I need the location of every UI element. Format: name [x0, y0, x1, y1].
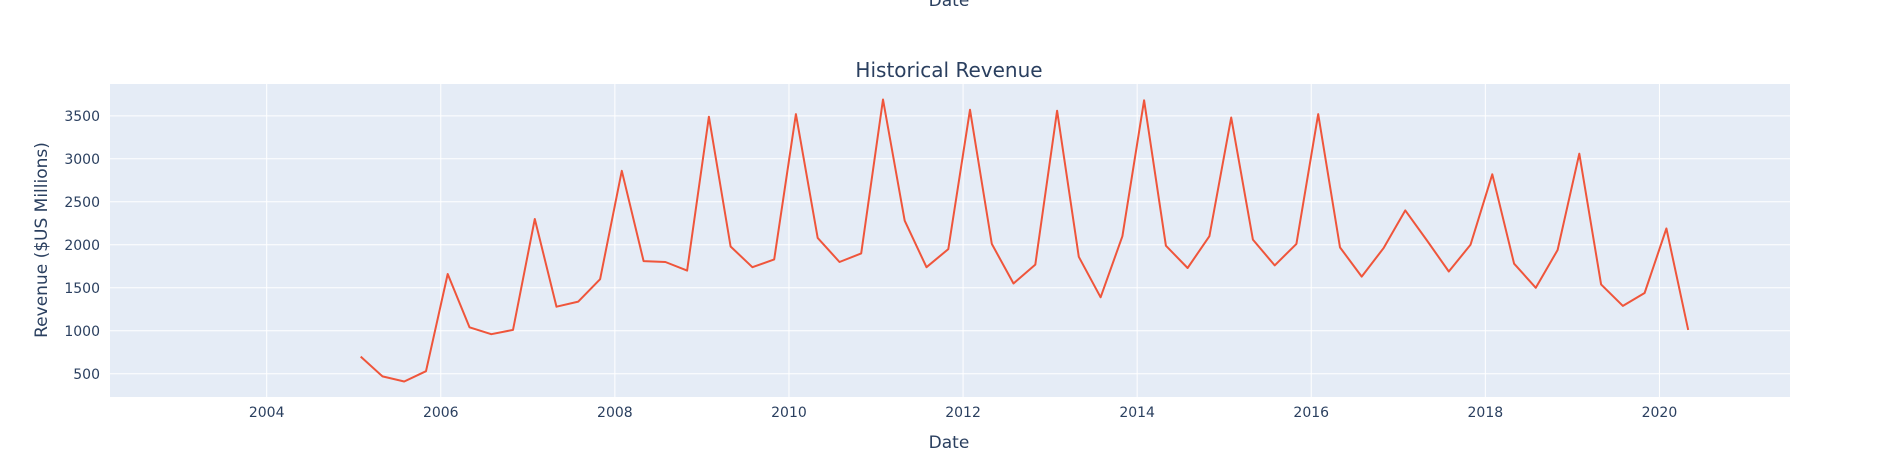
y-tick-label: 500	[73, 367, 100, 383]
y-tick-label: 2000	[64, 238, 100, 254]
x-tick-label: 2006	[423, 405, 459, 421]
x-tick-label: 2020	[1642, 405, 1678, 421]
x-tick-label: 2018	[1468, 405, 1504, 421]
revenue-series-line	[360, 98, 1690, 383]
y-tick-label: 1000	[64, 324, 100, 340]
y-tick-label: 3500	[64, 109, 100, 125]
y-tick-labels: 500 1000 1500 2000 2500 3000 3500	[64, 109, 100, 383]
x-tick-label: 2016	[1293, 405, 1329, 421]
x-tick-labels: 2004 2006 2008 2010 2012 2014 2016 2018 2020	[249, 405, 1677, 421]
x-tick-label: 2012	[945, 405, 981, 421]
x-tick-label: 2010	[771, 405, 807, 421]
chart-title: Historical Revenue	[855, 58, 1042, 82]
series-group	[360, 98, 1690, 383]
y-tick-label: 3000	[64, 152, 100, 168]
x-tick-label: 2004	[249, 405, 285, 421]
x-axis-title: Date	[929, 433, 970, 453]
y-tick-label: 2500	[64, 195, 100, 211]
y-tick-label: 1500	[64, 281, 100, 297]
x-gridlines	[266, 84, 1660, 397]
top-axis-label: Date	[929, 0, 970, 11]
y-axis-title: Revenue ($US Millions)	[32, 142, 52, 338]
x-tick-label: 2008	[597, 405, 633, 421]
y-gridlines	[110, 115, 1790, 375]
x-tick-label: 2014	[1119, 405, 1155, 421]
